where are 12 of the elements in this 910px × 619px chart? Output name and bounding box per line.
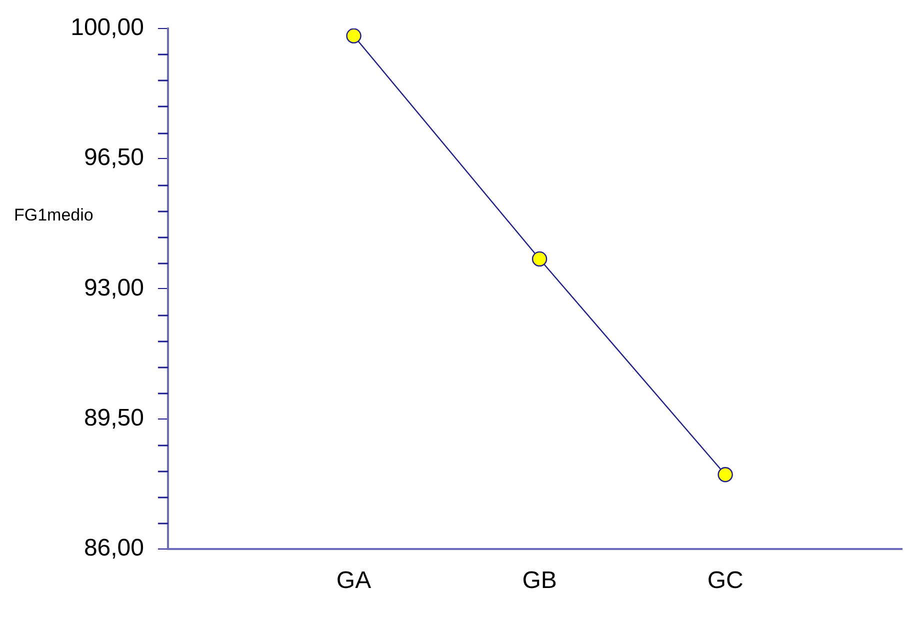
point: [346, 28, 362, 44]
y-tick-label: 93,00: [84, 274, 144, 302]
x-tick-label: GA: [336, 567, 372, 594]
x-tick-label: GB: [522, 567, 557, 594]
y-tick-label: 96,50: [84, 144, 144, 172]
y-tick-label: 100,00: [70, 14, 144, 42]
point: [718, 467, 733, 482]
point: [532, 251, 548, 267]
y-axis-title: FG1medio: [14, 206, 94, 225]
x-tick-label: GC: [707, 567, 744, 594]
y-tick-label: 89,50: [84, 404, 144, 432]
y-tick-label: 86,00: [84, 534, 144, 562]
